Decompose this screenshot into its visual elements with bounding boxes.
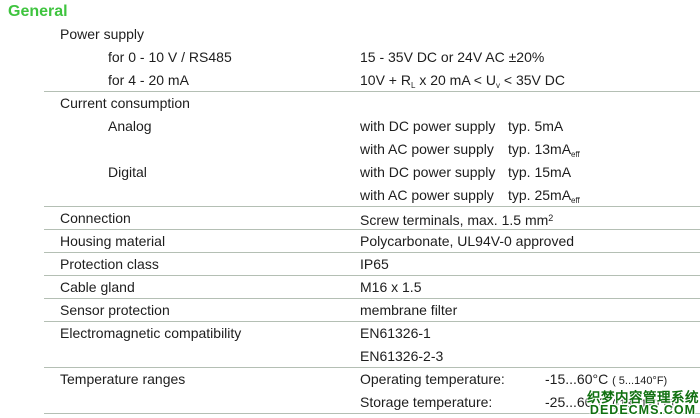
page-title: General — [8, 3, 68, 20]
spec-value: 10V + RL x 20 mA < Uv < 35V DC — [360, 72, 565, 90]
table-row: Sensor protection membrane filter — [44, 299, 700, 322]
table-row: EN61326-2-3 — [44, 345, 700, 368]
spec-label: for 0 - 10 V / RS485 — [108, 49, 232, 65]
spec-label: Digital — [108, 164, 147, 180]
table-row: for 0 - 10 V / RS485 15 - 35V DC or 24V A… — [44, 46, 700, 69]
spec-value: with DC power supply typ. 5mA — [360, 118, 564, 134]
table-row: Connection Screw terminals, max. 1.5 mm2 — [44, 207, 700, 230]
table-row: Temperature ranges Operating temperature:… — [44, 368, 700, 391]
spec-label: Analog — [108, 118, 152, 134]
spec-value: Polycarbonate, UL94V-0 approved — [360, 233, 575, 249]
table-row: Protection class IP65 — [44, 253, 700, 276]
spec-label: Housing material — [60, 233, 166, 249]
spec-label: Power supply — [60, 26, 145, 42]
spec-value: IP65 — [360, 256, 389, 272]
spec-label: Temperature ranges — [60, 371, 186, 387]
spec-label: Electromagnetic compatibility — [60, 325, 242, 341]
spec-value: Screw terminals, max. 1.5 mm2 — [360, 212, 554, 228]
table-row: with AC power supply typ. 25mAeff — [44, 184, 700, 207]
table-row: Housing material Polycarbonate, UL94V-0 a… — [44, 230, 700, 253]
spec-value: with AC power supply typ. 25mAeff — [360, 187, 580, 205]
table-row: for 4 - 20 mA 10V + RL x 20 mA < Uv < 35V… — [44, 69, 700, 92]
spec-value: Storage temperature: -25...60°C (-13...14… — [360, 394, 674, 410]
spec-value: with AC power supply typ. 13mAeff — [360, 141, 580, 159]
spec-label: Cable gland — [60, 279, 135, 295]
spec-label: for 4 - 20 mA — [108, 72, 189, 88]
table-row: with AC power supply typ. 13mAeff — [44, 138, 700, 161]
spec-table: Power supply for 0 - 10 V / RS485 15 - 35V… — [44, 23, 700, 414]
spec-label: Sensor protection — [60, 302, 170, 318]
spec-value: EN61326-1 — [360, 325, 431, 341]
table-row: Current consumption — [44, 92, 700, 115]
spec-label: Connection — [60, 210, 131, 226]
spec-value: membrane filter — [360, 302, 458, 318]
table-row: Electromagnetic compatibility EN61326-1 — [44, 322, 700, 345]
watermark-text-domain: DEDECMS.COM — [589, 403, 697, 417]
spec-label: Current consumption — [60, 95, 190, 111]
table-row: Digital with DC power supply typ. 15mA — [44, 161, 700, 184]
spec-label: Protection class — [60, 256, 159, 272]
table-row: Analog with DC power supply typ. 5mA — [44, 115, 700, 138]
spec-value: with DC power supply typ. 15mA — [360, 164, 572, 180]
spec-value: M16 x 1.5 — [360, 279, 422, 295]
table-row: Storage temperature: -25...60°C (-13...14… — [44, 391, 700, 414]
table-row: Cable gland M16 x 1.5 — [44, 276, 700, 299]
watermark: 织梦内容管理系统 DEDECMS.COM — [587, 390, 699, 417]
watermark-text-cn: 织梦内容管理系统 — [587, 390, 699, 405]
spec-value: Operating temperature: -15...60°C ( 5...1… — [360, 371, 668, 387]
spec-value: EN61326-2-3 — [360, 348, 444, 364]
table-row: Power supply — [44, 23, 700, 46]
spec-value: 15 - 35V DC or 24V AC ±20% — [360, 49, 545, 65]
